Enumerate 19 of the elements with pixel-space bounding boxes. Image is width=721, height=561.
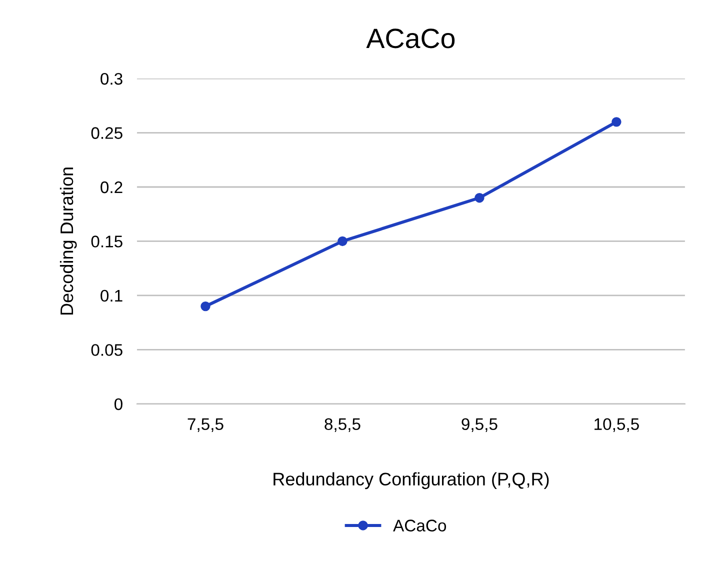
x-tick-label: 9,5,5 [462,418,498,432]
point [474,192,484,203]
y-tick-label: 0 [114,398,122,410]
x-tick-label: 8,5,5 [324,418,360,432]
point [338,236,348,246]
y-tick-label: 0.15 [91,236,122,248]
x-tick-label: 10,5,5 [594,418,639,432]
point [612,117,622,127]
y-tick-label: 0.2 [100,181,122,194]
x-tick-label: 7,5,5 [188,418,224,432]
y-tick-label: 0.1 [100,290,122,302]
y-tick-label: 0.3 [100,72,122,85]
y-tick-label: 0.05 [91,344,122,356]
point [200,301,210,312]
legend-label: ACaCo [393,520,446,532]
y-tick-label: 0.25 [91,127,122,139]
y-axis-title: Decoding Duration [60,168,77,315]
x-axis-title: Redundancy Configuration (P,Q,R) [274,472,549,490]
chart-title: ACaCo [366,28,455,48]
